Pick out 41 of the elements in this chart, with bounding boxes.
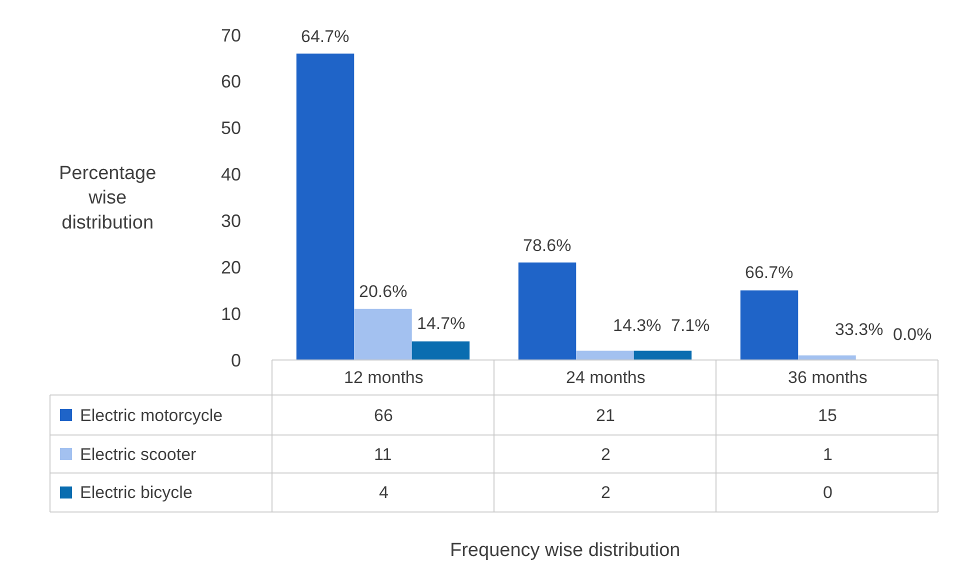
annotation: 14.3%: [613, 316, 662, 335]
data-label: 66: [374, 406, 393, 425]
data-label: 15: [818, 406, 837, 425]
bar: [412, 341, 470, 360]
x-tick-label: 24 months: [566, 368, 646, 387]
bar: [576, 350, 634, 360]
annotation: 66.7%: [745, 263, 794, 282]
bar: [740, 290, 798, 360]
data-label: 2: [601, 483, 610, 502]
y-tick-label: 20: [220, 257, 241, 278]
legend-label: Electric bicycle: [80, 483, 192, 502]
data-label: 11: [374, 445, 392, 464]
legend-label: Electric motorcycle: [80, 406, 223, 425]
data-label: 4: [379, 483, 388, 502]
bar: [518, 262, 576, 360]
y-tick-label: 40: [220, 164, 241, 185]
data-label: 0: [823, 483, 832, 502]
bar: [354, 308, 412, 360]
y-axis-title: Percentage wise distribution: [59, 163, 156, 234]
annotation: 20.6%: [359, 282, 408, 301]
bar: [296, 54, 354, 360]
y-tick-label: 10: [220, 304, 241, 324]
annotation: 64.7%: [301, 27, 350, 46]
data-label: 1: [823, 445, 832, 464]
annotation: 0.0%: [893, 325, 932, 344]
y-tick-label: 30: [220, 211, 241, 232]
y-tick-label: 0: [230, 350, 241, 370]
text: Frequency wise distribution: [450, 540, 680, 561]
annotation: 14.7%: [417, 314, 466, 333]
annotation: 7.1%: [671, 316, 710, 335]
y-tick-label: 50: [220, 118, 241, 138]
y-tick-label: 70: [220, 25, 241, 46]
y-tick-label: 60: [220, 72, 241, 92]
annotation: 33.3%: [835, 320, 884, 339]
x-tick-label: 36 months: [788, 368, 868, 387]
x-tick-label: 12 months: [344, 368, 424, 387]
annotation: 78.6%: [523, 236, 572, 255]
legend-label: Electric scooter: [80, 445, 197, 464]
bar: [634, 350, 692, 360]
data-label: 2: [601, 445, 610, 464]
data-label: 21: [596, 406, 615, 425]
